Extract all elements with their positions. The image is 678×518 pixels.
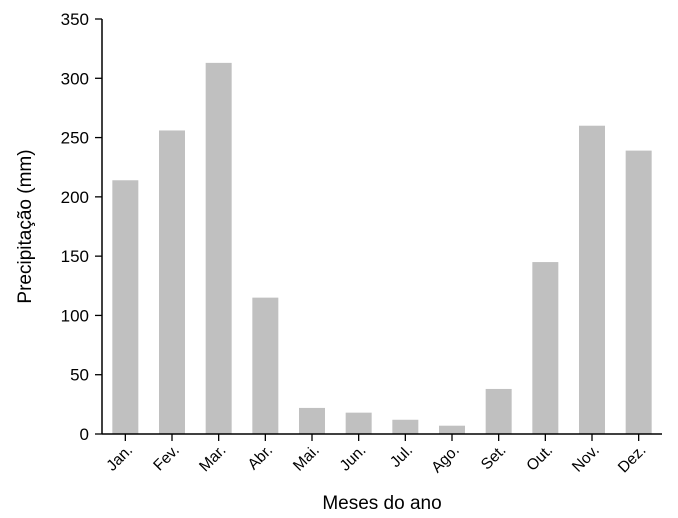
y-tick-label: 250 bbox=[61, 129, 89, 148]
bar-jul bbox=[392, 419, 419, 434]
y-tick-label: 300 bbox=[61, 69, 89, 88]
x-axis-ticks: Jan. Fev. Mar. Abr. Mai. Jun. Jul. Ago. Set. Out.… bbox=[103, 434, 649, 476]
bars-group bbox=[112, 62, 652, 434]
bar-mai bbox=[299, 407, 325, 434]
bar-set bbox=[485, 388, 512, 434]
x-tick-label: Fev. bbox=[150, 442, 183, 475]
x-tick-label: Out. bbox=[523, 442, 556, 475]
x-tick-label: Mar. bbox=[196, 442, 229, 475]
x-tick-label: Abr. bbox=[245, 442, 277, 474]
bar-abr bbox=[252, 297, 279, 434]
bar-ago bbox=[439, 425, 465, 434]
bar-mar bbox=[205, 62, 232, 434]
x-tick-label: Jan. bbox=[103, 442, 136, 475]
y-axis-title: Precipitação (mm) bbox=[15, 149, 36, 303]
bar-jan bbox=[112, 180, 139, 434]
y-tick-label: 150 bbox=[61, 247, 89, 266]
y-tick-label: 200 bbox=[61, 188, 89, 207]
bar-nov bbox=[579, 125, 605, 434]
x-tick-label: Dez. bbox=[615, 442, 650, 477]
y-tick-label: 350 bbox=[61, 10, 89, 29]
y-tick-label: 0 bbox=[80, 425, 89, 444]
x-axis-title: Meses do ano bbox=[322, 493, 441, 514]
y-axis-ticks: 0 50 100 150 200 250 300 350 bbox=[61, 10, 102, 444]
x-tick-label: Jul. bbox=[387, 442, 416, 471]
y-tick-label: 100 bbox=[61, 306, 89, 325]
bar-fev bbox=[159, 130, 185, 434]
y-tick-label: 50 bbox=[70, 366, 89, 385]
bar-dez bbox=[625, 150, 652, 434]
bar-jun bbox=[345, 412, 372, 434]
x-tick-label: Mai. bbox=[290, 442, 323, 475]
x-tick-label: Ago. bbox=[428, 442, 463, 477]
x-tick-label: Jun. bbox=[337, 442, 370, 475]
x-tick-label: Nov. bbox=[569, 442, 603, 476]
bar-out bbox=[532, 262, 559, 434]
x-tick-label: Set. bbox=[478, 442, 510, 474]
